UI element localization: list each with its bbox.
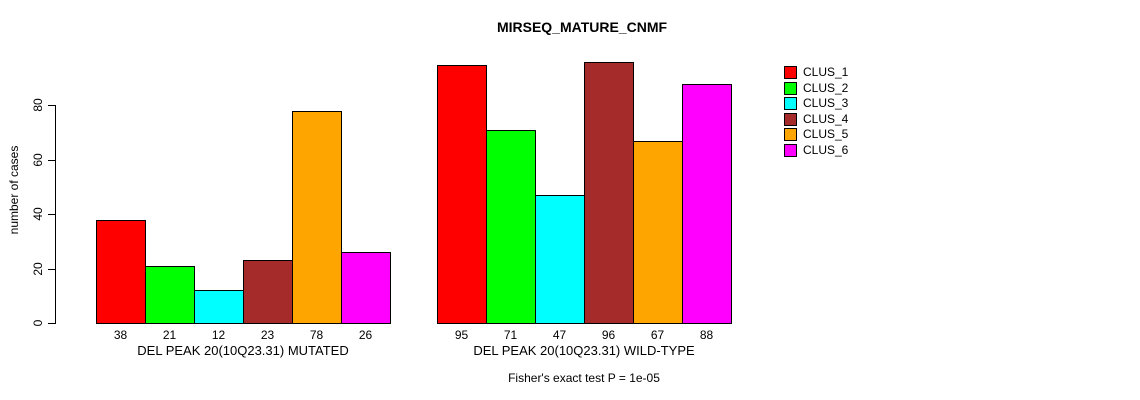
legend-label: CLUS_3 [803, 96, 849, 110]
legend-label: CLUS_2 [803, 80, 849, 95]
legend-swatch [784, 66, 797, 79]
legend-entry: CLUS_5 [784, 128, 864, 142]
y-tick [48, 214, 55, 215]
bar [292, 111, 342, 324]
legend-swatch [784, 128, 797, 141]
bar-value-label: 26 [358, 328, 373, 342]
bar-value-label: 78 [309, 328, 324, 342]
bar [194, 290, 244, 324]
legend-entry: CLUS_6 [784, 142, 864, 158]
legend-swatch [784, 143, 797, 157]
bar [145, 266, 195, 324]
x-group-label: DEL PEAK 20(10Q23.31) WILD-TYPE [473, 343, 695, 358]
legend-label: CLUS_1 [803, 65, 849, 79]
legend-label: CLUS_4 [803, 111, 849, 126]
bar-value-label: 71 [503, 328, 518, 342]
legend-entry: CLUS_3 [784, 97, 864, 111]
bar [341, 252, 391, 324]
y-tick [48, 105, 55, 106]
bar-value-label: 21 [162, 328, 177, 342]
bar [96, 220, 146, 324]
legend-entry: CLUS_2 [784, 80, 864, 96]
y-tick-label: 40 [31, 207, 45, 221]
bar-value-label: 38 [113, 328, 128, 342]
bar-value-label: 67 [650, 328, 665, 342]
bar [633, 141, 683, 324]
bar-value-label: 47 [552, 328, 567, 342]
bar-value-label: 23 [260, 328, 275, 342]
legend-swatch [784, 112, 797, 126]
legend-swatch [784, 81, 797, 95]
bar-value-label: 95 [454, 328, 469, 342]
legend-entry: CLUS_4 [784, 111, 864, 127]
y-tick [48, 160, 55, 161]
y-tick-label: 0 [31, 319, 45, 327]
bar [535, 195, 585, 324]
bar [243, 260, 293, 324]
bar-value-label: 88 [699, 328, 714, 342]
y-axis-line [55, 105, 56, 324]
bar-value-label: 96 [601, 328, 616, 342]
legend-label: CLUS_5 [803, 127, 849, 141]
bar [584, 62, 634, 324]
y-tick-label: 20 [31, 262, 45, 276]
y-tick-label: 60 [31, 153, 45, 167]
bar [682, 84, 732, 324]
caption: Fisher's exact test P = 1e-05 [508, 371, 660, 385]
legend-label: CLUS_6 [803, 142, 849, 157]
x-group-label: DEL PEAK 20(10Q23.31) MUTATED [137, 343, 349, 358]
y-axis-label: number of cases [7, 145, 21, 235]
y-tick-label: 80 [31, 98, 45, 112]
bar [437, 65, 487, 324]
legend-swatch [784, 97, 797, 110]
y-tick [48, 269, 55, 270]
chart-title: MIRSEQ_MATURE_CNMF [496, 19, 668, 35]
legend-entry: CLUS_1 [784, 66, 864, 80]
bar [486, 130, 536, 324]
y-tick [48, 323, 55, 324]
bar-value-label: 12 [211, 328, 226, 342]
